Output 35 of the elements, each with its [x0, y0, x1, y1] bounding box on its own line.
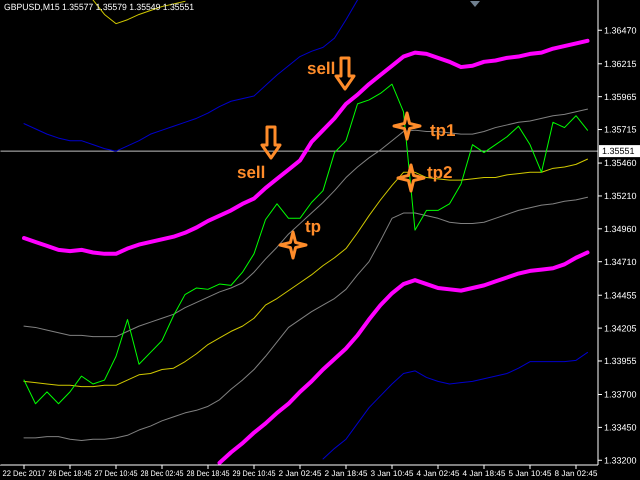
x-tick-label: 5 Jan 10:45: [508, 469, 552, 478]
y-tick-label: 1.33200: [604, 455, 637, 466]
y-tick-label: 1.35210: [604, 191, 637, 202]
x-tick-label: 2 Jan 02:45: [278, 469, 322, 478]
x-tick-label: 8 Jan 02:45: [554, 469, 598, 478]
x-tick-label: 4 Jan 18:45: [462, 469, 506, 478]
line-series: [218, 250, 590, 465]
y-tick-label: 1.34960: [604, 224, 637, 234]
line-series: [24, 84, 588, 404]
y-tick-label: 1.35715: [604, 124, 637, 135]
y-tick-label: 1.33955: [604, 356, 637, 366]
annotation: tp: [305, 216, 322, 236]
ref-line-label: 1.35551: [602, 146, 635, 156]
y-tick-label: 1.35460: [604, 158, 637, 168]
x-tick-label: 3 Jan 10:45: [370, 469, 414, 478]
y-tick-label: 1.34205: [604, 323, 637, 334]
line-series: [22, 38, 590, 256]
x-tick-label: 22 Dec 2017: [2, 469, 48, 478]
annotation: tp2: [427, 162, 452, 182]
y-tick-label: 1.33450: [604, 422, 637, 433]
annotation: sell: [307, 58, 336, 78]
y-tick-label: 1.35965: [604, 92, 637, 102]
y-tick-label: 1.36470: [604, 25, 637, 36]
line-series: [24, 196, 588, 442]
annotation: tp1: [430, 120, 456, 140]
line-series: [322, 352, 588, 460]
y-tick-label: 1.34455: [604, 290, 637, 300]
y-tick-label: 1.36215: [604, 58, 637, 69]
y-tick-label: 1.34710: [604, 256, 637, 267]
line-series: [24, 108, 588, 338]
line-series: [24, 158, 588, 388]
x-tick-label: 2 Jan 18:45: [324, 469, 368, 478]
y-tick-label: 1.33700: [604, 390, 637, 400]
x-tick-label: 4 Jan 02:45: [416, 469, 460, 478]
annotation: sell: [237, 162, 266, 182]
